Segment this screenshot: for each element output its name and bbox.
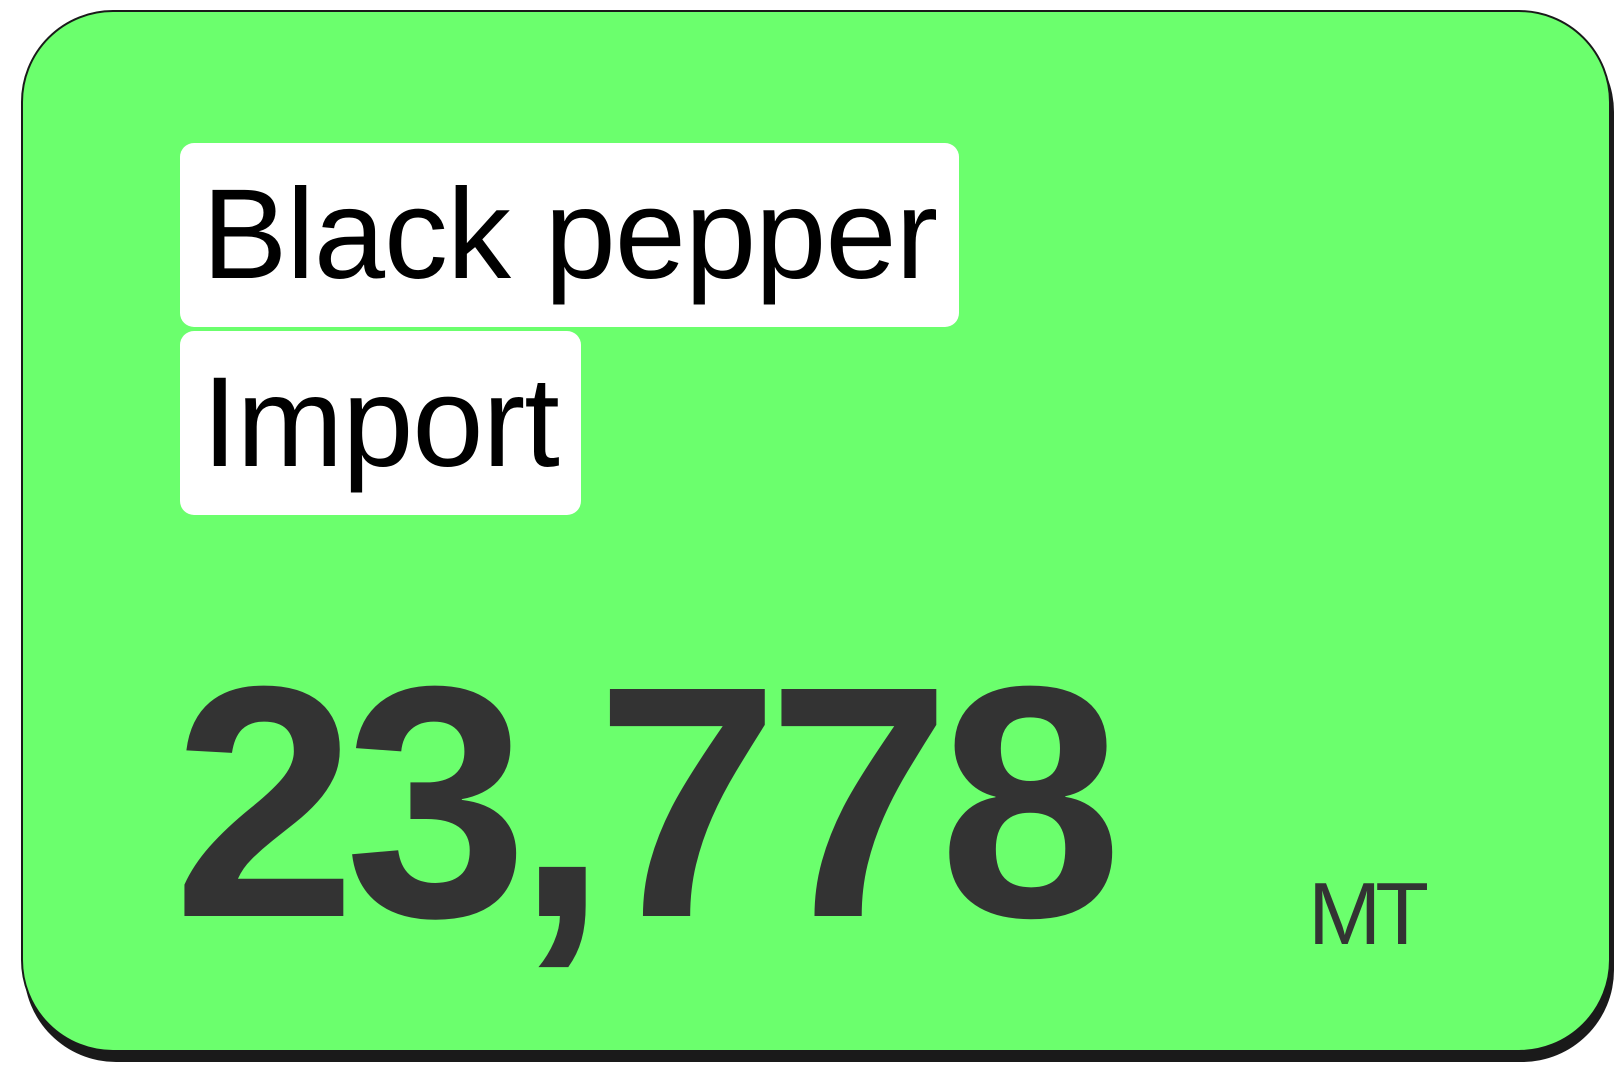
stat-unit: MT: [1308, 864, 1429, 963]
title-line: Import: [180, 331, 581, 515]
stat-value: 23,778: [173, 617, 1122, 986]
title-line: Black pepper: [180, 143, 960, 327]
stat-card: Black pepper Import 23,778 MT: [21, 10, 1611, 1052]
